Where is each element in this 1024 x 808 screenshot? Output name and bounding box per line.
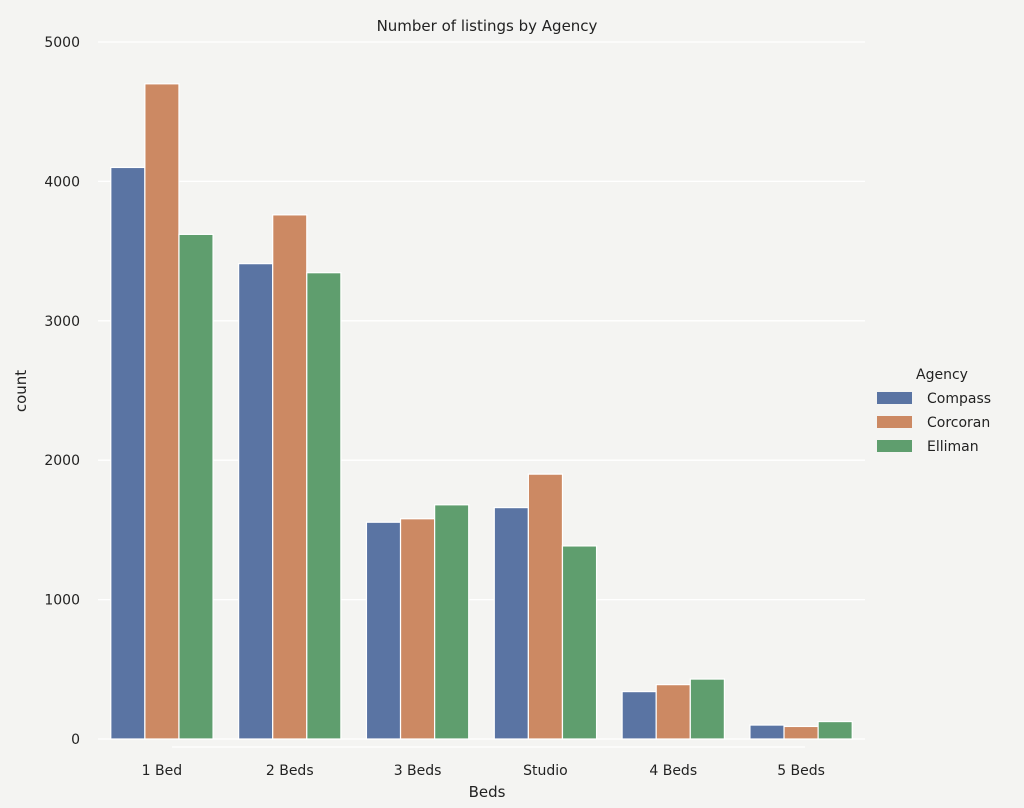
x-tick-labels: 1 Bed 2 Beds 3 Beds Studio 4 Beds 5 Beds — [142, 763, 825, 779]
x-tick-label: 5 Beds — [777, 763, 825, 779]
y-axis-label: count — [12, 370, 30, 412]
bar-corcoran-5 — [783, 725, 819, 740]
bar-compass-2 — [365, 521, 402, 740]
x-tick-label: 4 Beds — [649, 763, 697, 779]
legend-swatch-corcoran — [877, 416, 912, 428]
bar-corcoran-3 — [527, 473, 564, 740]
legend-label-compass: Compass — [927, 391, 991, 407]
x-tick-label: Studio — [523, 763, 568, 779]
legend-label-elliman: Elliman — [927, 439, 979, 455]
legend-title: Agency — [916, 367, 968, 383]
y-tick-label: 0 — [71, 732, 80, 748]
bars — [110, 83, 853, 740]
legend: Agency Compass Corcoran Elliman — [877, 367, 991, 455]
bar-compass-3 — [493, 506, 529, 740]
y-tick-label: 1000 — [44, 593, 80, 609]
y-tick-labels: 0 1000 2000 3000 4000 5000 — [44, 35, 80, 748]
y-tick-label: 2000 — [44, 453, 80, 469]
x-tick-label: 3 Beds — [394, 763, 442, 779]
bar-corcoran-1 — [272, 214, 308, 740]
grid-lines — [98, 41, 865, 748]
legend-swatch-elliman — [877, 440, 912, 452]
y-tick-label: 5000 — [44, 35, 80, 51]
chart-title: Number of listings by Agency — [377, 17, 598, 35]
legend-swatch-compass — [877, 392, 912, 404]
bar-corcoran-4 — [655, 684, 691, 740]
bar-corcoran-0 — [144, 83, 180, 740]
y-tick-label: 3000 — [44, 314, 80, 330]
bar-elliman-2 — [434, 504, 470, 740]
bar-elliman-5 — [817, 720, 853, 740]
x-axis-label: Beds — [469, 783, 506, 801]
bar-compass-1 — [238, 263, 274, 740]
bar-elliman-1 — [306, 272, 342, 740]
bar-compass-5 — [749, 724, 785, 740]
bar-elliman-3 — [561, 545, 598, 740]
y-tick-label: 4000 — [44, 174, 80, 190]
bar-compass-0 — [110, 166, 146, 740]
bar-elliman-0 — [178, 233, 214, 740]
bar-compass-4 — [621, 691, 657, 740]
x-tick-label: 1 Bed — [142, 763, 182, 779]
bar-elliman-4 — [689, 678, 725, 740]
bar-corcoran-2 — [399, 518, 436, 740]
x-tick-label: 2 Beds — [266, 763, 314, 779]
legend-label-corcoran: Corcoran — [927, 415, 990, 431]
